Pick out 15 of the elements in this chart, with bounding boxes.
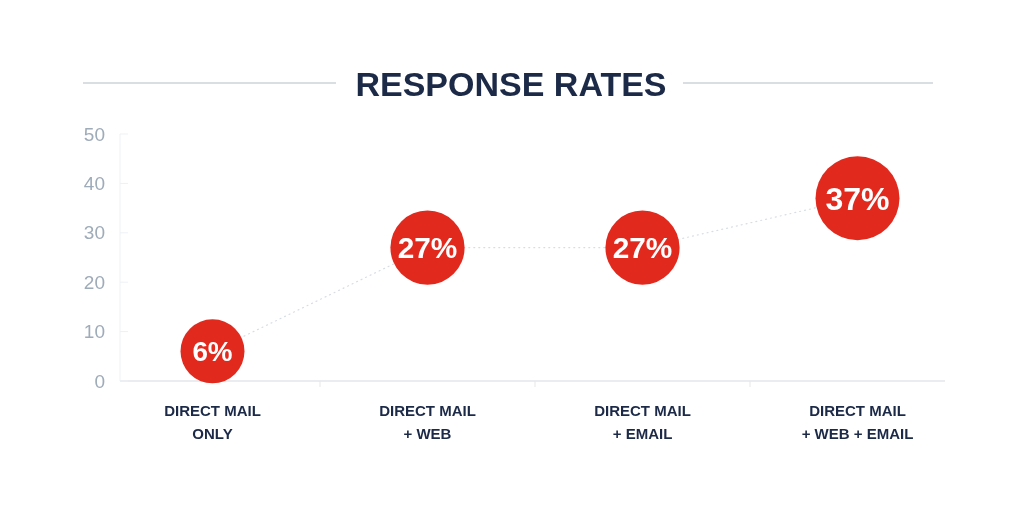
y-tick-label: 30 [83,222,105,244]
y-tick-label: 50 [83,123,105,145]
x-tick-label: DIRECT MAIL + WEB + EMAIL [801,402,914,442]
x-tick-label: DIRECT MAIL + EMAIL [594,402,691,442]
chart-title: RESPONSE RATES [355,65,667,103]
data-label: 37% [825,180,890,217]
y-tick-label: 0 [94,370,105,392]
data-label: 27% [397,231,458,265]
y-tick-label: 10 [83,321,105,343]
y-tick-label: 40 [83,173,105,195]
data-label: 6% [192,336,233,368]
x-tick-label: DIRECT MAIL + WEB [379,402,476,442]
data-label: 27% [612,231,673,265]
x-tick-label: DIRECT MAIL ONLY [164,402,261,442]
y-tick-label: 20 [83,271,105,293]
